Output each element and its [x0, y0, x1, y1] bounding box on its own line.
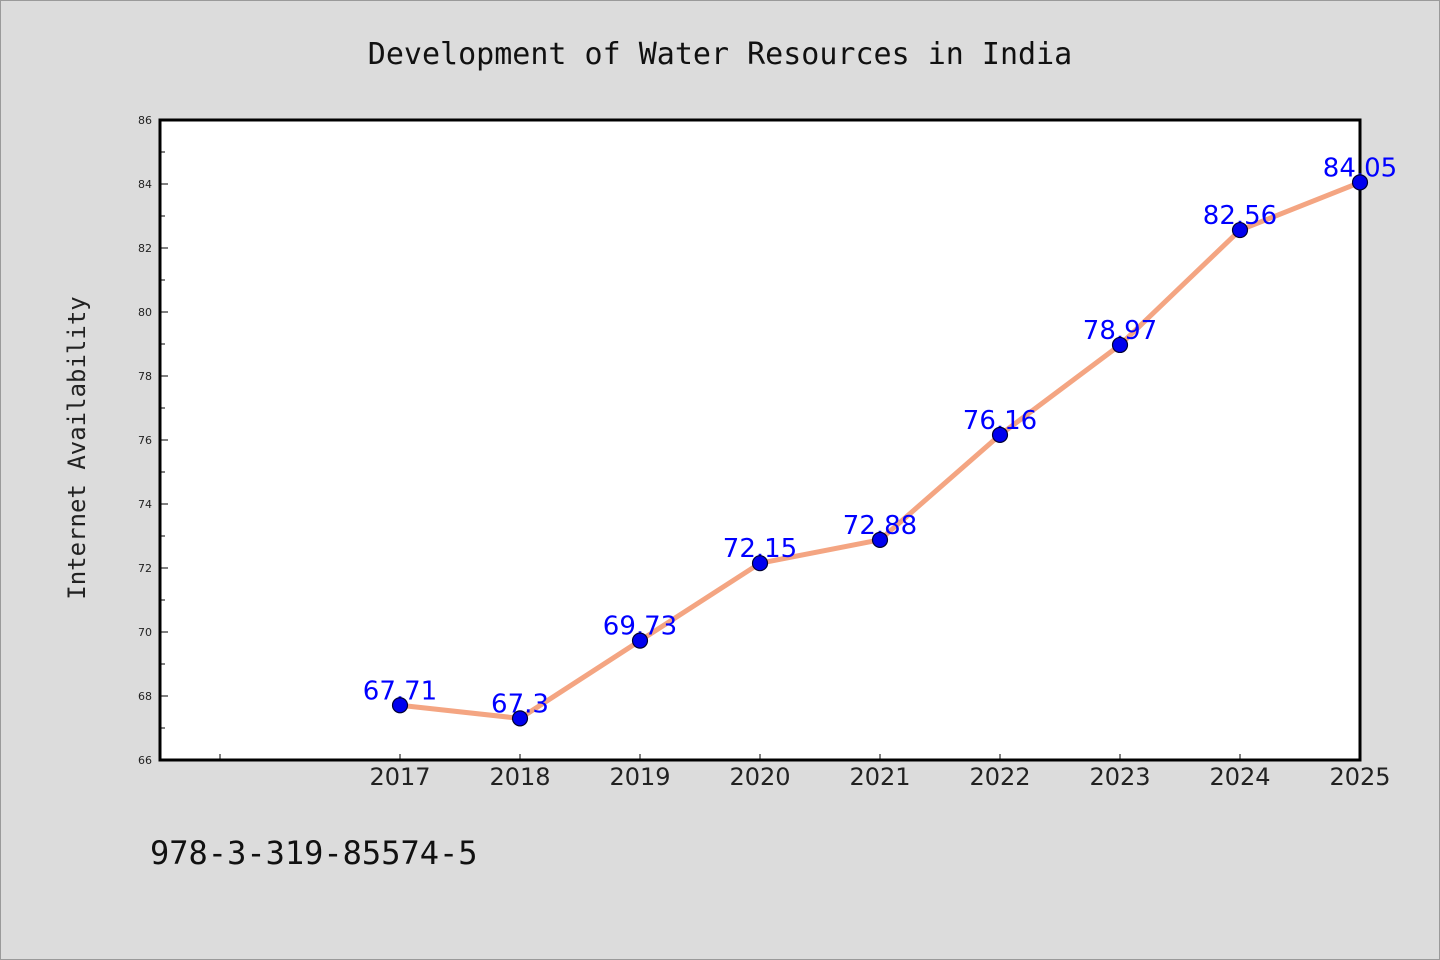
data-point-marker: [991, 426, 1009, 443]
data-point-marker: [391, 697, 409, 714]
x-tick-label: 2020: [729, 763, 790, 791]
y-tick-label: 80: [138, 306, 152, 319]
x-axis-ticks: 2017 2018 2019 2020 2021 2022 2023 2024 2025: [219, 754, 1391, 791]
x-tick-label: 2019: [609, 763, 670, 791]
data-point-marker: [1351, 174, 1369, 191]
x-tick-label: 2022: [969, 763, 1030, 791]
data-point-marker: [751, 555, 769, 572]
x-tick-label: 2025: [1329, 763, 1390, 791]
data-point-marker: [871, 531, 889, 548]
y-tick-label: 82: [138, 242, 152, 255]
y-tick-label: 70: [138, 626, 152, 639]
plot-area: [158, 118, 1362, 762]
y-tick-label: 84: [138, 178, 152, 191]
data-label-layer: 67.71 67.369.7372.1572.8876.1678.9782.568…: [363, 153, 1397, 727]
chart-title: Development of Water Resources in India: [368, 37, 1072, 72]
data-point-marker: [631, 632, 649, 649]
x-tick-label: 2024: [1209, 763, 1270, 791]
y-axis-ticks: 66 68 70 72 74 76 78 80 82 84 86: [138, 114, 168, 767]
x-tick-label: 2021: [849, 763, 910, 791]
x-tick-label: 2018: [489, 763, 550, 791]
y-tick-label: 78: [138, 370, 152, 383]
y-axis-label: Internet Availability: [63, 296, 91, 599]
data-point-marker: [511, 710, 529, 727]
data-point-marker: [1231, 221, 1249, 239]
y-tick-label: 86: [138, 114, 152, 127]
y-tick-label: 76: [138, 434, 152, 447]
x-tick-label: 2017: [369, 763, 430, 791]
x-tick-label: 2023: [1089, 763, 1150, 791]
y-tick-label: 72: [138, 562, 152, 575]
data-point-marker: [1111, 336, 1129, 354]
footer-identifier: 978-3-319-85574-5: [150, 834, 478, 872]
y-tick-label: 66: [138, 754, 152, 767]
y-tick-label: 74: [138, 498, 152, 511]
y-tick-label: 68: [138, 690, 152, 703]
